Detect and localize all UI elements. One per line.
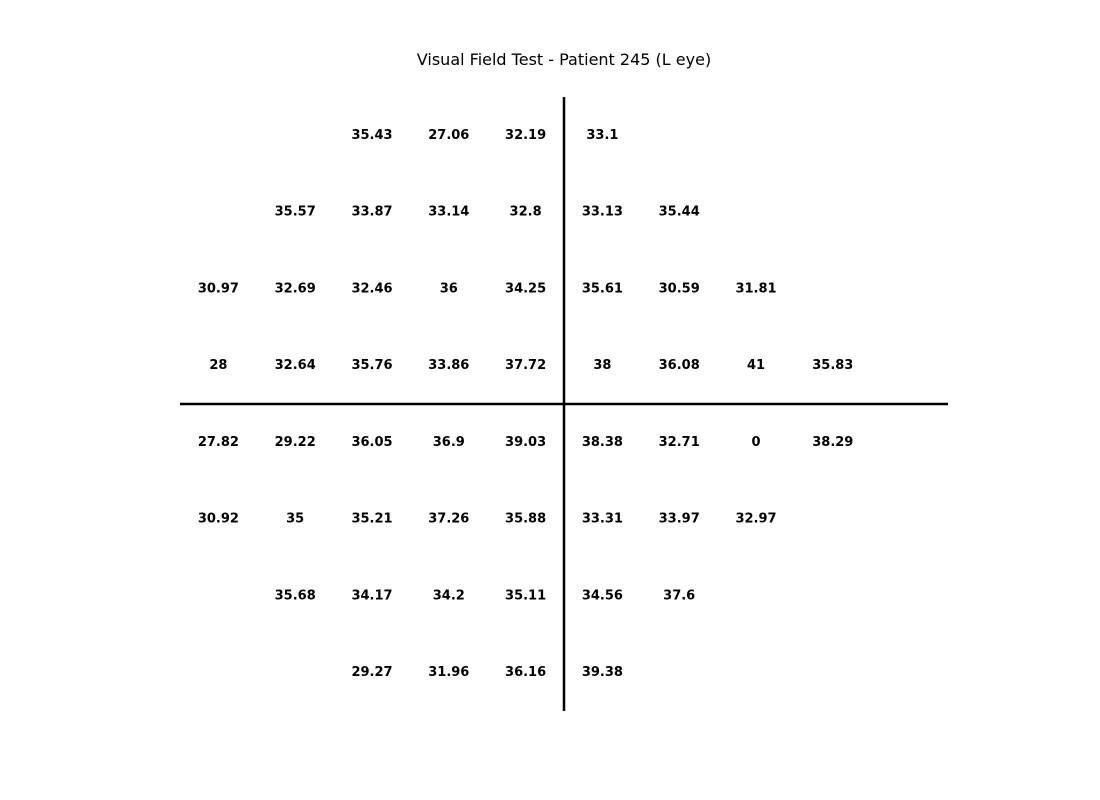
crosshair-axes <box>180 97 948 711</box>
threshold-value: 38.38 <box>582 435 623 450</box>
threshold-value: 36.05 <box>351 435 392 450</box>
threshold-value: 32.64 <box>275 358 316 373</box>
threshold-value: 36 <box>440 281 458 296</box>
threshold-value: 37.6 <box>663 588 695 603</box>
threshold-value: 36.9 <box>433 435 465 450</box>
threshold-value: 33.1 <box>586 128 618 143</box>
threshold-value: 38 <box>593 358 611 373</box>
chart-title: Visual Field Test - Patient 245 (L eye) <box>416 50 712 69</box>
threshold-value: 33.14 <box>428 205 469 220</box>
threshold-value: 27.06 <box>428 128 469 143</box>
threshold-value: 35 <box>286 512 304 527</box>
threshold-value: 35.11 <box>505 588 546 603</box>
threshold-value: 33.87 <box>351 205 392 220</box>
threshold-value: 35.21 <box>351 512 392 527</box>
threshold-value: 29.27 <box>351 665 392 680</box>
threshold-value: 27.82 <box>198 435 239 450</box>
threshold-value: 36.08 <box>659 358 700 373</box>
threshold-value: 33.31 <box>582 512 623 527</box>
threshold-value: 37.72 <box>505 358 546 373</box>
threshold-value: 39.03 <box>505 435 546 450</box>
threshold-value: 32.69 <box>275 281 316 296</box>
threshold-value: 35.83 <box>812 358 853 373</box>
threshold-value: 32.46 <box>351 281 392 296</box>
threshold-value: 35.44 <box>659 205 700 220</box>
threshold-value: 37.26 <box>428 512 469 527</box>
threshold-value: 34.2 <box>433 588 465 603</box>
threshold-value: 33.86 <box>428 358 469 373</box>
threshold-value: 34.25 <box>505 281 546 296</box>
threshold-value: 32.8 <box>510 205 542 220</box>
threshold-value: 35.88 <box>505 512 546 527</box>
threshold-value: 31.81 <box>735 281 776 296</box>
threshold-value: 30.92 <box>198 512 239 527</box>
threshold-value: 35.76 <box>351 358 392 373</box>
threshold-value: 35.57 <box>275 205 316 220</box>
threshold-value: 39.38 <box>582 665 623 680</box>
threshold-value: 34.17 <box>351 588 392 603</box>
threshold-value: 32.71 <box>659 435 700 450</box>
threshold-value: 30.97 <box>198 281 239 296</box>
threshold-value: 38.29 <box>812 435 853 450</box>
threshold-value: 0 <box>751 435 760 450</box>
threshold-value: 29.22 <box>275 435 316 450</box>
threshold-value: 36.16 <box>505 665 546 680</box>
threshold-value: 35.43 <box>351 128 392 143</box>
threshold-value: 28 <box>209 358 227 373</box>
threshold-value: 31.96 <box>428 665 469 680</box>
threshold-value: 34.56 <box>582 588 623 603</box>
threshold-value: 30.59 <box>659 281 700 296</box>
threshold-value: 33.13 <box>582 205 623 220</box>
threshold-values: 35.43 27.06 32.19 33.1 35.57 33.87 33.14 32.8 33… <box>198 128 854 680</box>
threshold-value: 33.97 <box>659 512 700 527</box>
threshold-value: 32.19 <box>505 128 546 143</box>
threshold-value: 32.97 <box>735 512 776 527</box>
threshold-value: 35.61 <box>582 281 623 296</box>
threshold-value: 41 <box>747 358 765 373</box>
threshold-value: 35.68 <box>275 588 316 603</box>
